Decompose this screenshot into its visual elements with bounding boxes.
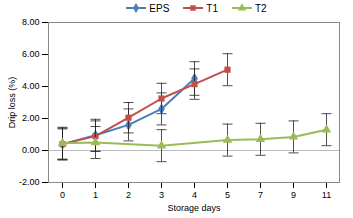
svg-text:4: 4 [192,190,197,200]
svg-text:11: 11 [322,190,331,200]
svg-text:6.00: 6.00 [22,49,40,59]
svg-text:0: 0 [60,190,65,200]
svg-text:4.00: 4.00 [22,81,40,91]
svg-text:2: 2 [126,190,131,200]
svg-text:3: 3 [159,190,164,200]
html-text:T1: T1 [206,2,218,14]
html-text:T2: T2 [255,2,267,14]
svg-text:2.00: 2.00 [22,113,40,123]
svg-text:9: 9 [291,190,296,200]
svg-text:7: 7 [258,190,263,200]
svg-text:8.00: 8.00 [22,17,40,27]
svg-text:0.00: 0.00 [22,145,40,155]
svg-text:Storage days: Storage days [167,203,221,213]
svg-text:-2.00: -2.00 [19,177,40,187]
svg-text:1: 1 [93,190,98,200]
html-text:EPS: EPS [149,2,170,14]
svg-text:Drip loss (%): Drip loss (%) [7,77,17,129]
svg-text:5: 5 [225,190,230,200]
